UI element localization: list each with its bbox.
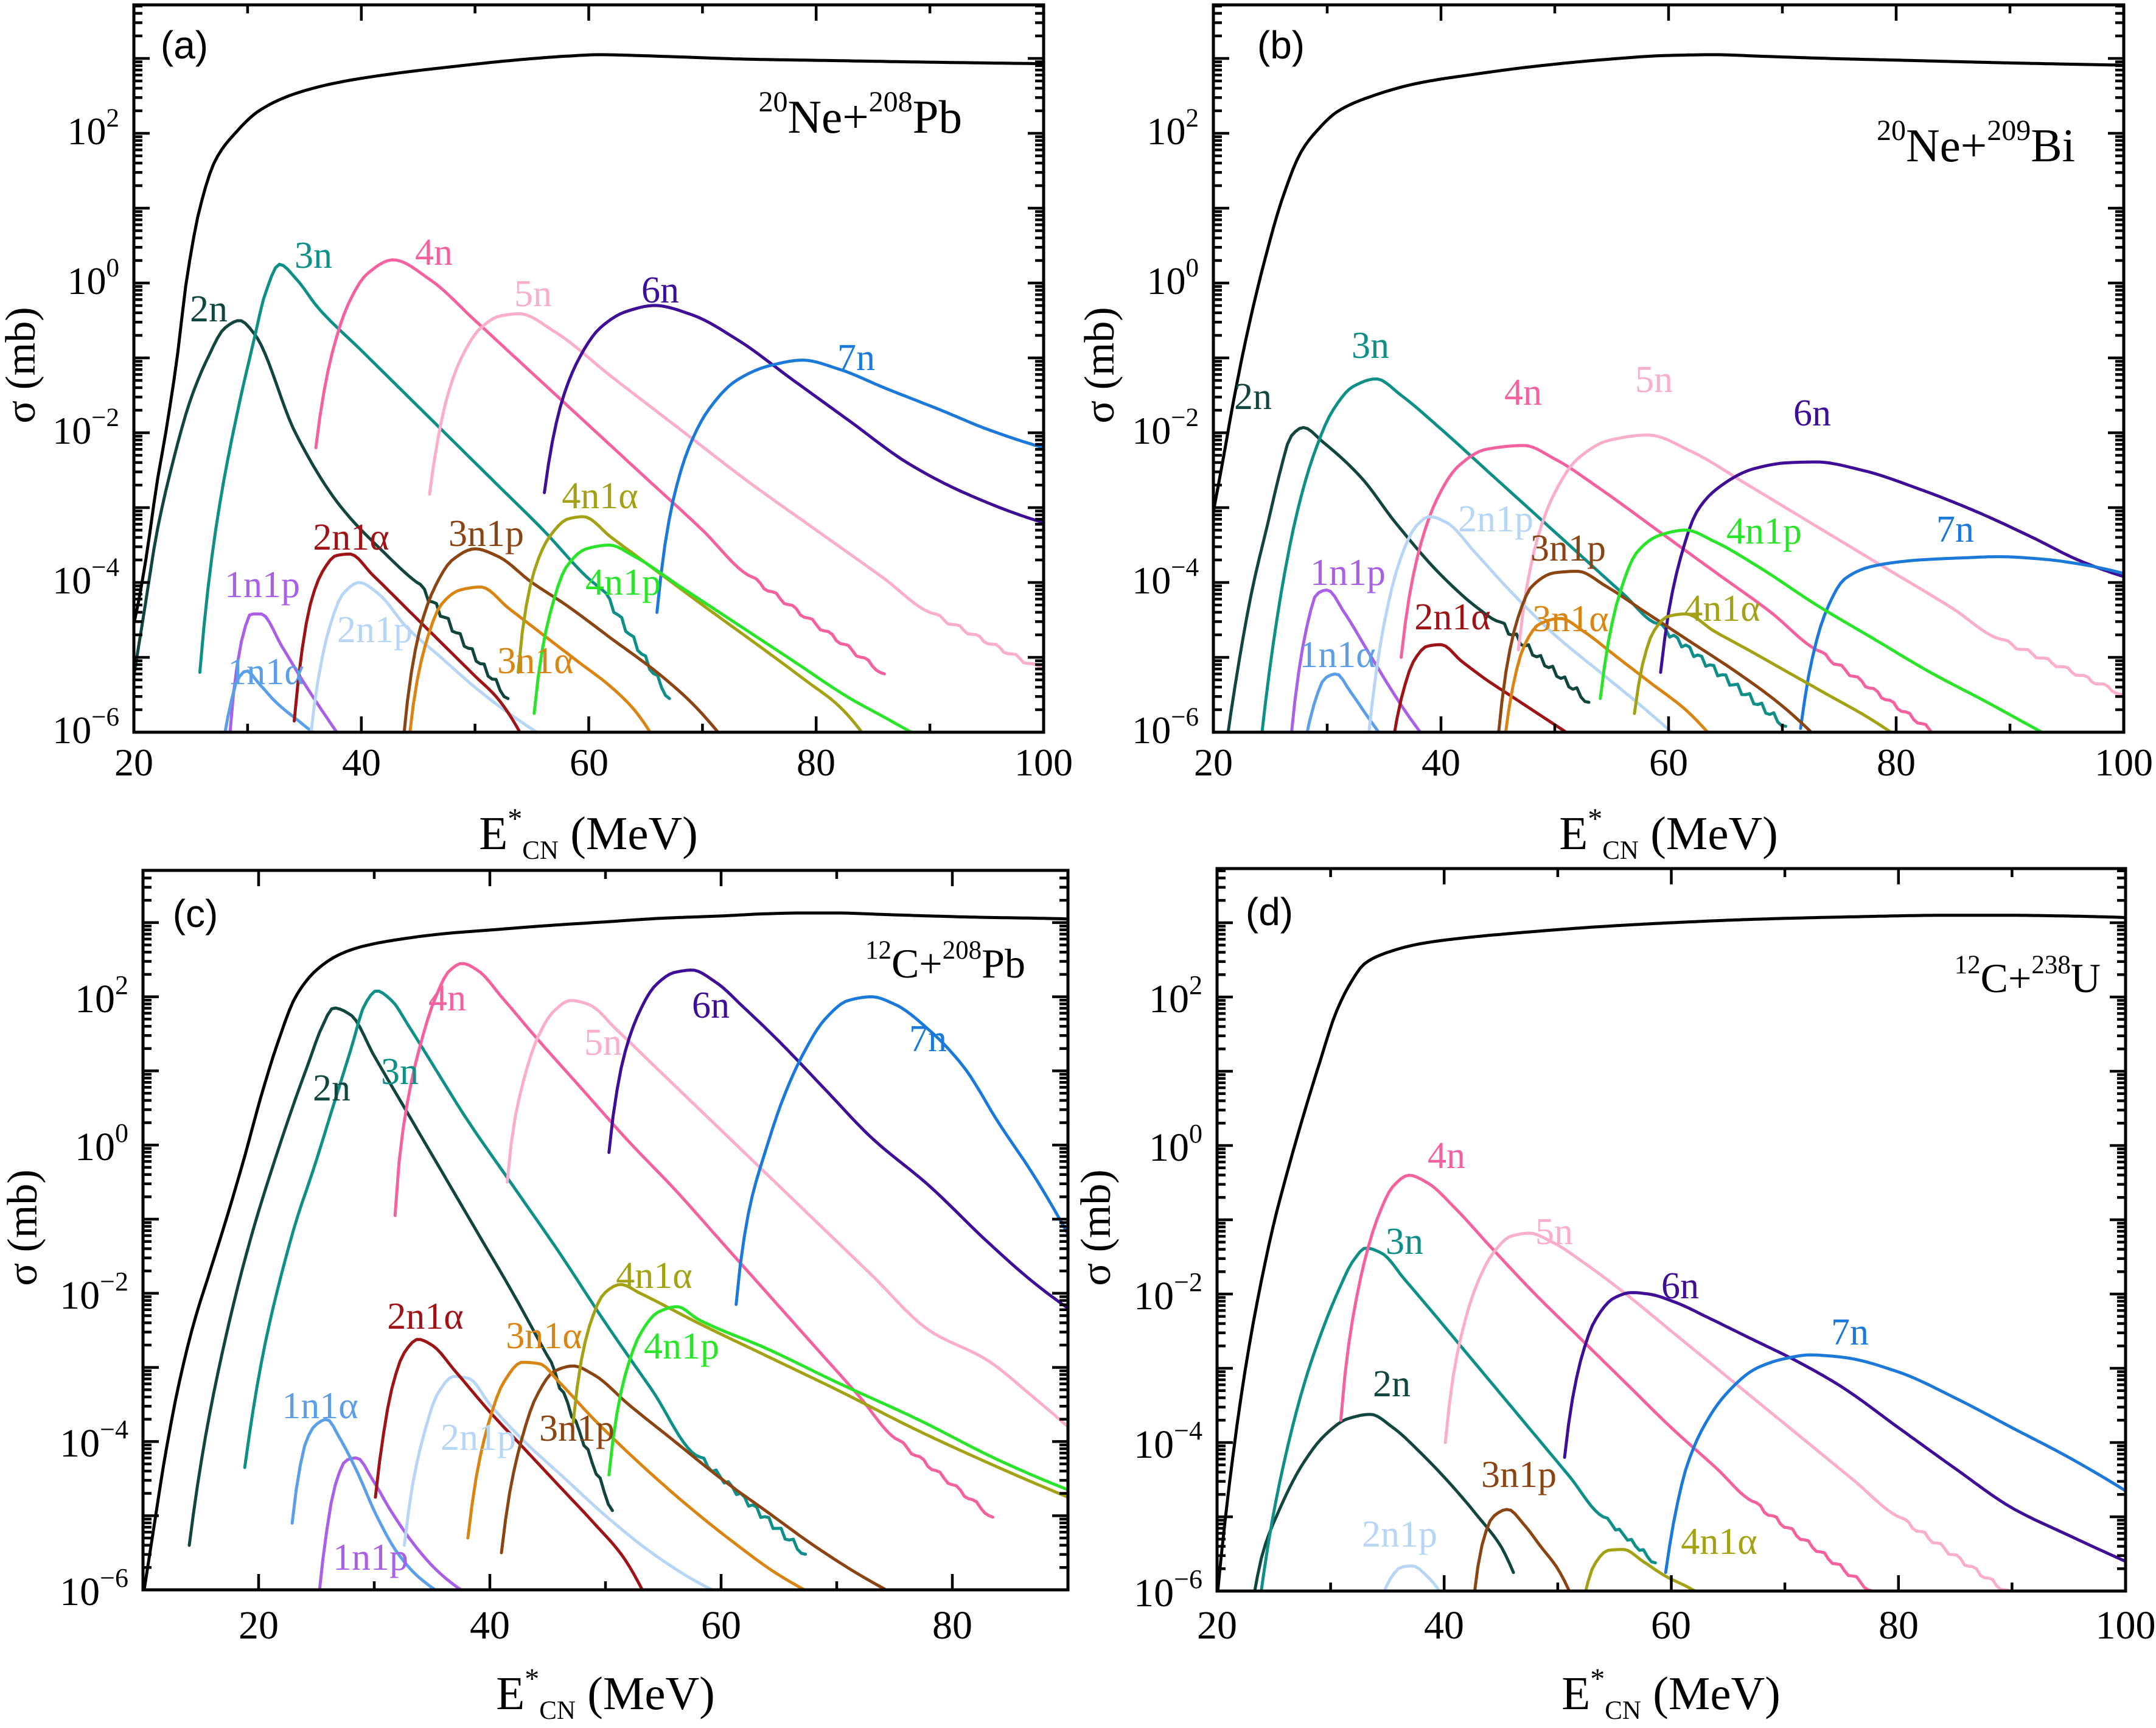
svg-text:7n: 7n <box>909 1018 947 1060</box>
svg-text:3n: 3n <box>295 235 332 276</box>
svg-text:80: 80 <box>1879 1603 1919 1648</box>
svg-text:12C+208Pb: 12C+208Pb <box>865 936 1025 987</box>
svg-text:E*CN (MeV): E*CN (MeV) <box>479 803 698 865</box>
svg-text:12C+238U: 12C+238U <box>1955 951 2101 1001</box>
svg-text:4n1p: 4n1p <box>644 1326 719 1367</box>
svg-text:7n: 7n <box>1831 1312 1869 1353</box>
svg-text:σ (mb): σ (mb) <box>0 307 44 423</box>
svg-text:E*CN (MeV): E*CN (MeV) <box>1559 803 1778 865</box>
svg-text:2n1p: 2n1p <box>1458 498 1533 540</box>
svg-text:102: 102 <box>68 104 120 153</box>
svg-text:4n: 4n <box>1428 1135 1465 1177</box>
svg-text:4n: 4n <box>1504 372 1542 413</box>
svg-text:2n1p: 2n1p <box>1362 1514 1437 1555</box>
svg-text:σ (mb): σ (mb) <box>0 1169 46 1286</box>
svg-text:60: 60 <box>1651 1603 1691 1648</box>
svg-text:2n: 2n <box>313 1068 351 1109</box>
svg-text:20: 20 <box>239 1603 279 1648</box>
svg-text:1n1p: 1n1p <box>225 564 300 606</box>
svg-text:4n1p: 4n1p <box>1726 511 1802 552</box>
svg-text:4n1α: 4n1α <box>1684 588 1760 629</box>
svg-text:(c): (c) <box>173 892 218 936</box>
svg-text:1n1p: 1n1p <box>333 1537 408 1578</box>
svg-text:7n: 7n <box>837 337 875 379</box>
svg-text:3n1α: 3n1α <box>506 1315 582 1357</box>
svg-text:100: 100 <box>2095 741 2153 784</box>
svg-text:20: 20 <box>114 741 153 784</box>
svg-text:20: 20 <box>1197 1603 1237 1648</box>
svg-text:3n1α: 3n1α <box>1532 598 1608 640</box>
svg-text:6n: 6n <box>692 985 730 1026</box>
svg-text:40: 40 <box>470 1603 510 1648</box>
svg-text:5n: 5n <box>1535 1211 1573 1253</box>
svg-text:6n: 6n <box>1793 393 1831 434</box>
svg-text:(a): (a) <box>161 23 208 67</box>
svg-text:5n: 5n <box>584 1022 622 1063</box>
svg-text:4n1α: 4n1α <box>562 475 638 517</box>
svg-text:3n1p: 3n1p <box>1481 1454 1557 1495</box>
svg-text:4n: 4n <box>415 232 453 273</box>
svg-text:2n: 2n <box>1234 376 1272 418</box>
svg-text:2n: 2n <box>1373 1363 1411 1405</box>
svg-text:3n1α: 3n1α <box>497 640 573 682</box>
svg-text:1n1α: 1n1α <box>282 1385 358 1427</box>
svg-text:80: 80 <box>1877 741 1916 784</box>
svg-text:3n1p: 3n1p <box>448 513 524 554</box>
svg-text:40: 40 <box>342 741 381 784</box>
svg-text:7n: 7n <box>1936 509 1974 550</box>
svg-text:4n1α: 4n1α <box>1681 1521 1757 1562</box>
svg-text:60: 60 <box>701 1603 741 1648</box>
svg-text:5n: 5n <box>514 273 552 315</box>
svg-text:σ (mb): σ (mb) <box>1073 1169 1120 1286</box>
svg-text:4n1p: 4n1p <box>585 562 661 603</box>
svg-text:100: 100 <box>1014 741 1073 784</box>
svg-text:5n: 5n <box>1635 359 1673 401</box>
svg-text:2n1α: 2n1α <box>313 517 389 558</box>
svg-text:σ (mb): σ (mb) <box>1076 307 1123 423</box>
svg-text:4n1α: 4n1α <box>616 1255 692 1296</box>
svg-text:1n1α: 1n1α <box>1299 634 1375 676</box>
svg-text:2n1p: 2n1p <box>441 1417 516 1458</box>
svg-text:10−4: 10−4 <box>52 553 119 602</box>
svg-text:(b): (b) <box>1257 23 1305 67</box>
svg-text:6n: 6n <box>1661 1265 1699 1307</box>
svg-text:100: 100 <box>1149 1119 1202 1170</box>
svg-text:100: 100 <box>2096 1603 2156 1648</box>
svg-text:1n1p: 1n1p <box>1310 552 1386 593</box>
svg-text:6n: 6n <box>641 270 679 311</box>
svg-text:3n: 3n <box>1352 325 1389 366</box>
svg-text:60: 60 <box>1649 741 1688 784</box>
svg-text:2n1p: 2n1p <box>337 609 413 651</box>
svg-text:20Ne+208Pb: 20Ne+208Pb <box>758 86 962 143</box>
svg-text:2n1α: 2n1α <box>387 1296 463 1337</box>
svg-text:20: 20 <box>1194 741 1233 784</box>
svg-text:60: 60 <box>570 741 609 784</box>
svg-text:40: 40 <box>1424 1603 1464 1648</box>
svg-text:3n: 3n <box>1386 1221 1423 1262</box>
svg-text:2n1α: 2n1α <box>1414 596 1490 638</box>
svg-text:4n: 4n <box>428 978 466 1019</box>
svg-text:2n: 2n <box>190 289 228 330</box>
svg-text:(d): (d) <box>1246 890 1293 934</box>
svg-text:3n1p: 3n1p <box>539 1408 615 1449</box>
svg-text:3n: 3n <box>381 1051 419 1093</box>
svg-text:40: 40 <box>1422 741 1460 784</box>
svg-text:1n1α: 1n1α <box>228 651 304 693</box>
svg-text:80: 80 <box>797 741 836 784</box>
svg-text:20Ne+209Bi: 20Ne+209Bi <box>1877 114 2075 172</box>
svg-text:80: 80 <box>932 1603 972 1648</box>
svg-text:3n1p: 3n1p <box>1530 528 1606 569</box>
